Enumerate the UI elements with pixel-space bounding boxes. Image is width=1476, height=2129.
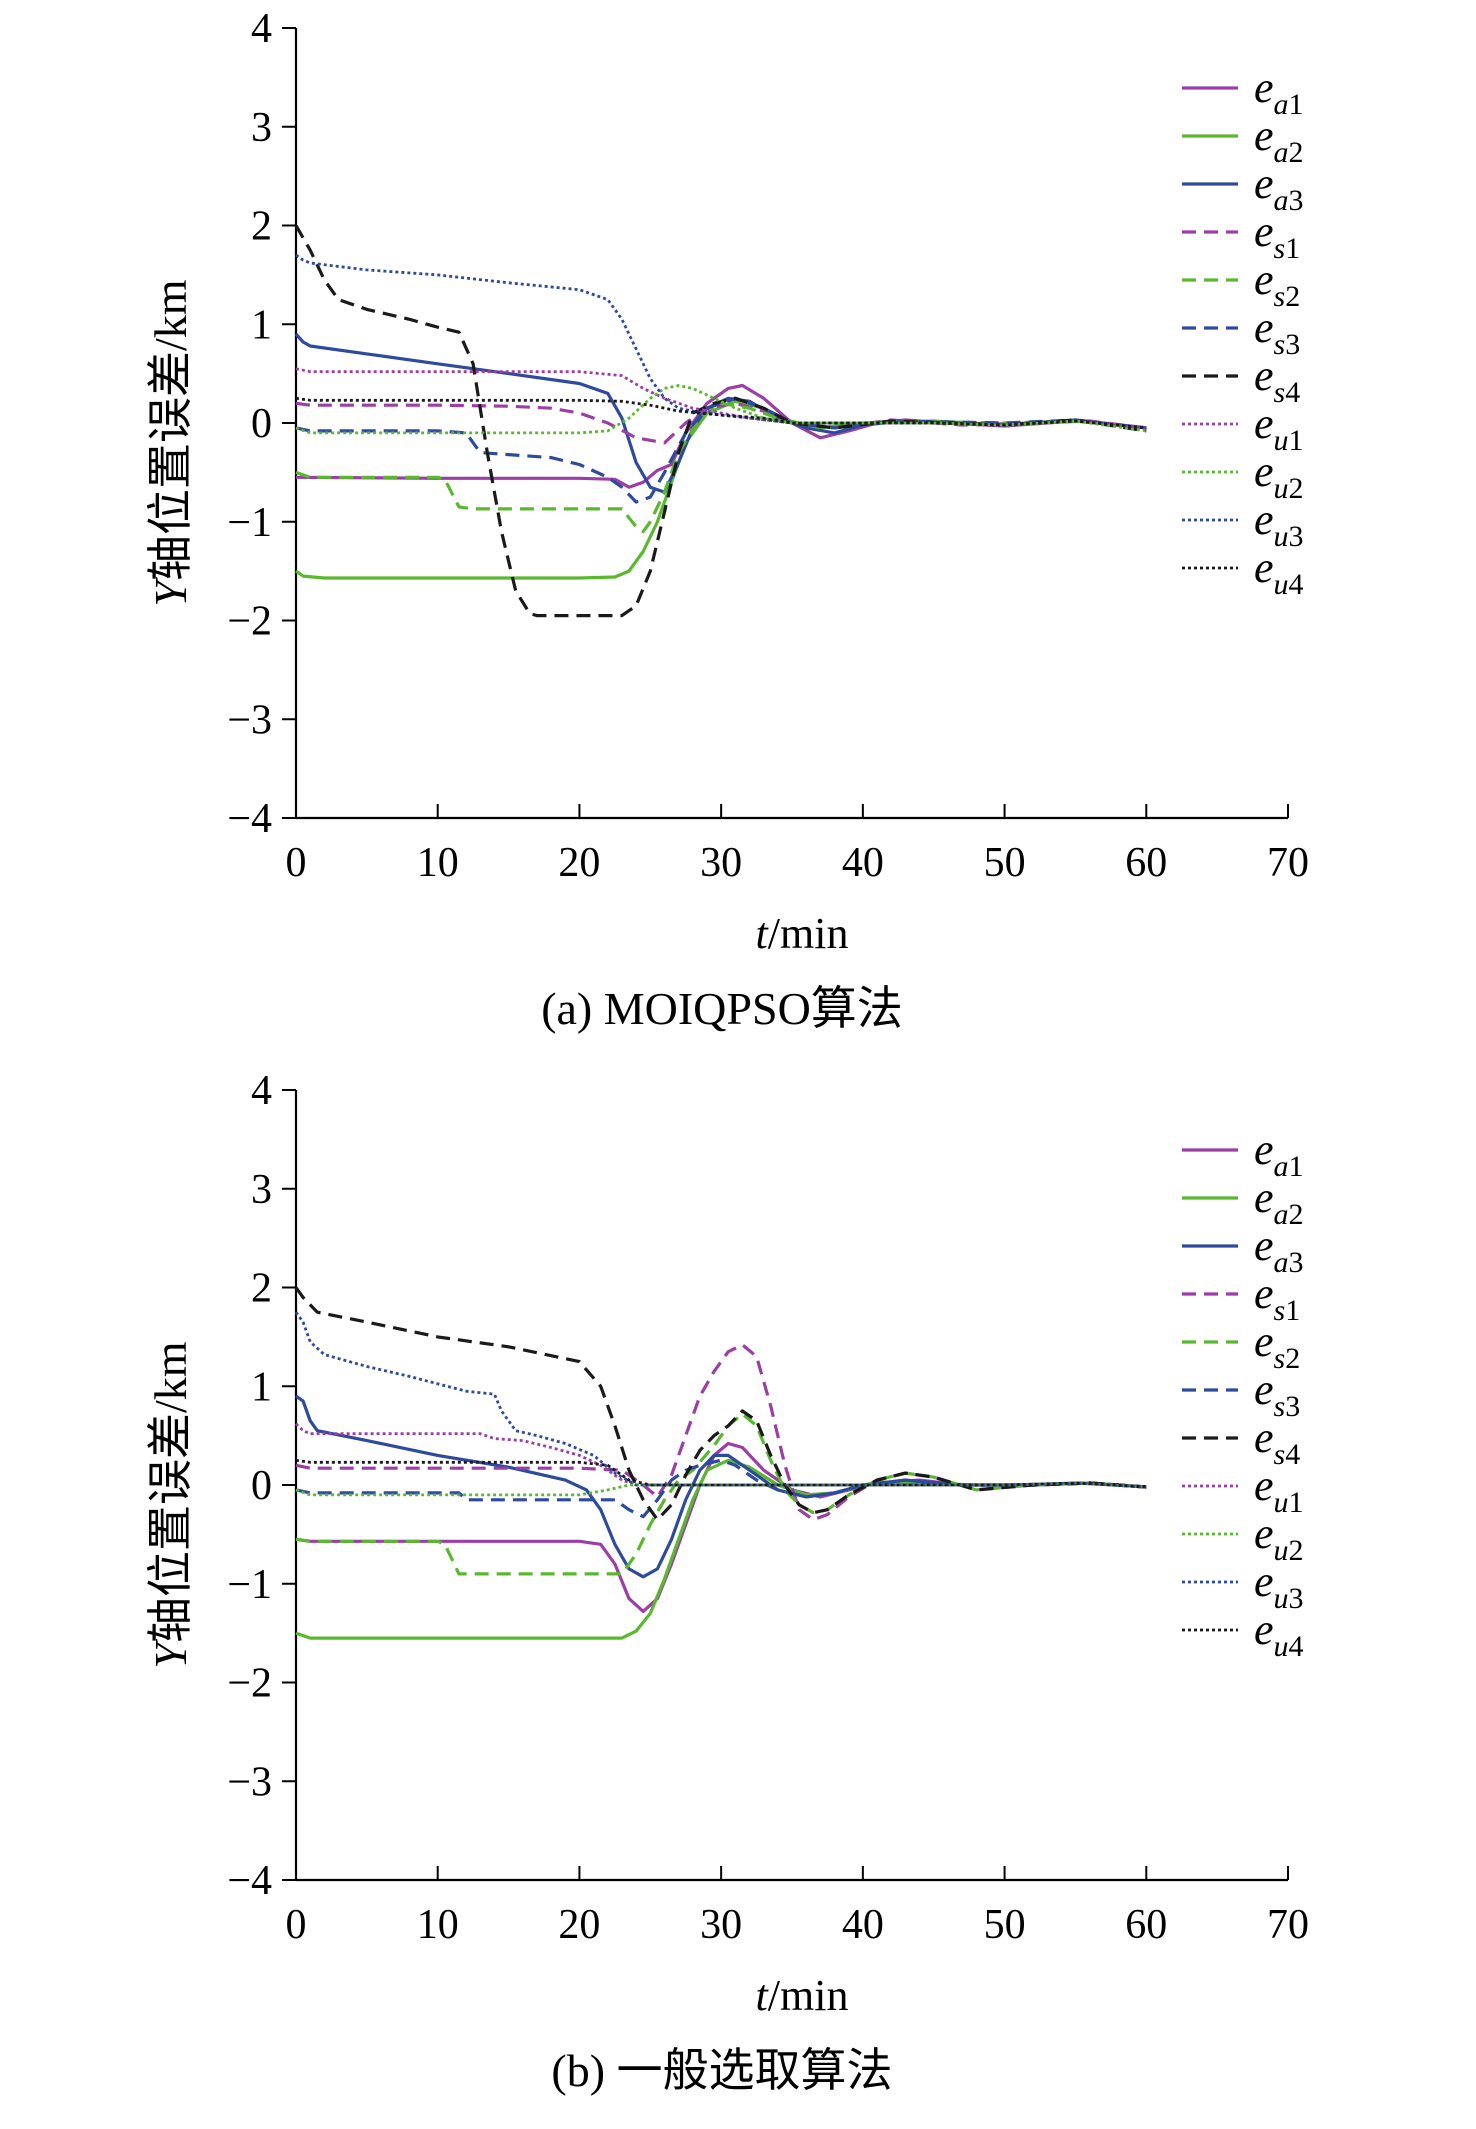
y-tick-label: 4 [251, 1068, 272, 1114]
y-axis-label: Y轴位置误差/km [145, 1341, 196, 1668]
y-tick-label: 2 [251, 204, 272, 250]
y-tick-label: 1 [251, 1364, 272, 1410]
x-tick-label: 70 [1267, 840, 1309, 886]
legend-label-es3: es3 [1254, 303, 1300, 361]
legend-label-ea3: ea3 [1254, 1221, 1304, 1279]
y-tick-label: −1 [227, 1562, 272, 1608]
y-tick-label: −2 [227, 1661, 272, 1707]
chart-panel-a: 4 3 2 1 0 −1 −2 −3 −4 0 10 20 30 40 50 60 70 t/min Y轴位置误差/… [0, 0, 1476, 1062]
chart-panel-b: 4 3 2 1 0 −1 −2 −3 −4 0 10 20 30 40 50 60 70 t/min Y轴位置误差/… [0, 1062, 1476, 2124]
x-tick-label: 0 [286, 1902, 307, 1948]
figure-caption: (b) 一般选取算法 [551, 2045, 892, 2096]
y-tick-label: 0 [251, 1463, 272, 1509]
x-tick-label: 0 [286, 840, 307, 886]
x-tick-label: 60 [1125, 1902, 1167, 1948]
legend-label-ea2: ea2 [1254, 111, 1304, 169]
series-line-ea2 [295, 399, 1147, 580]
series-line-eu1 [295, 367, 1147, 430]
y-tick-label: −1 [227, 500, 272, 546]
y-tick-label: 4 [251, 6, 272, 52]
legend-label-ea3: ea3 [1254, 159, 1304, 217]
series-line-eu4 [295, 396, 1147, 430]
legend-label-eu1: eu1 [1254, 1461, 1304, 1519]
x-tick-label: 70 [1267, 1902, 1309, 1948]
y-tick-label: 2 [251, 1266, 272, 1312]
y-tick-label: 0 [251, 401, 272, 447]
legend-label-eu2: eu2 [1254, 1509, 1304, 1567]
x-tick-label: 30 [700, 840, 742, 886]
series-line-es4 [294, 224, 1147, 618]
legend-label-ea1: ea1 [1254, 1125, 1304, 1183]
y-tick-label: −4 [227, 796, 272, 842]
series-line-eu3 [294, 1311, 1147, 1489]
series-line-es3 [295, 396, 1147, 504]
legend-label-es1: es1 [1254, 1269, 1300, 1327]
series-line-es4 [294, 1286, 1147, 1522]
legend-label-es2: es2 [1254, 255, 1300, 313]
legend-label-es3: es3 [1254, 1365, 1300, 1423]
legend-label-eu4: eu4 [1254, 1605, 1304, 1663]
legend-label-eu3: eu3 [1254, 1557, 1304, 1615]
series-line-es1 [295, 1343, 1147, 1522]
x-tick-label: 40 [842, 1902, 884, 1948]
series-line-eu3 [295, 253, 1147, 430]
x-tick-label: 60 [1125, 840, 1167, 886]
y-tick-label: −3 [227, 697, 272, 743]
legend-label-es1: es1 [1254, 207, 1300, 265]
x-axis-label: t/min [756, 1971, 849, 2020]
x-axis-label: t/min [756, 909, 849, 958]
legend-label-eu4: eu4 [1254, 543, 1304, 601]
y-axis-label: Y轴位置误差/km [145, 279, 196, 606]
legend-label-eu3: eu3 [1254, 495, 1304, 553]
x-tick-label: 10 [417, 840, 459, 886]
x-tick-label: 50 [984, 840, 1026, 886]
figure-caption: (a) MOIQPSO算法 [541, 983, 903, 1034]
legend-label-ea1: ea1 [1254, 63, 1304, 121]
x-tick-label: 50 [984, 1902, 1026, 1948]
x-tick-label: 10 [417, 1902, 459, 1948]
series-line-es3 [295, 1458, 1147, 1519]
legend-label-es2: es2 [1254, 1317, 1300, 1375]
y-tick-label: 3 [251, 105, 272, 151]
y-tick-label: −3 [227, 1759, 272, 1805]
y-tick-label: −2 [227, 599, 272, 645]
series-line-eu1 [295, 1422, 1147, 1489]
series-line-eu4 [295, 1458, 1147, 1489]
legend-label-ea2: ea2 [1254, 1173, 1304, 1231]
x-tick-label: 30 [700, 1902, 742, 1948]
x-tick-label: 20 [558, 1902, 600, 1948]
x-tick-label: 40 [842, 840, 884, 886]
y-tick-label: 1 [251, 302, 272, 348]
series-line-ea1 [295, 1441, 1147, 1613]
y-tick-label: 3 [251, 1167, 272, 1213]
legend-label-eu2: eu2 [1254, 447, 1304, 505]
x-tick-label: 20 [558, 840, 600, 886]
legend-label-es4: es4 [1254, 351, 1300, 409]
legend-label-eu1: eu1 [1254, 399, 1304, 457]
y-tick-label: −4 [227, 1858, 272, 1904]
legend-label-es4: es4 [1254, 1413, 1300, 1471]
